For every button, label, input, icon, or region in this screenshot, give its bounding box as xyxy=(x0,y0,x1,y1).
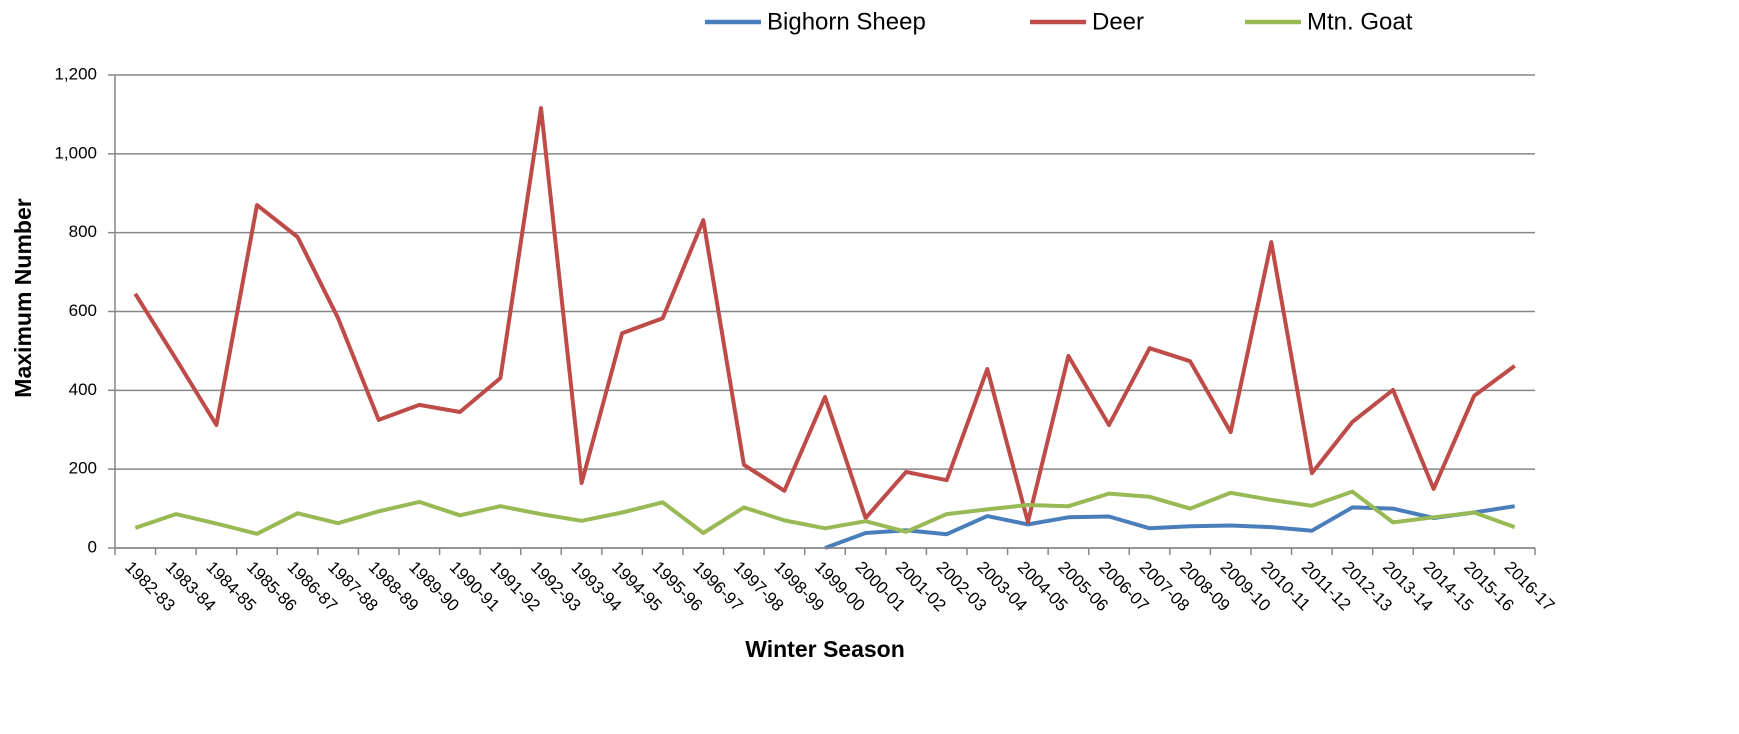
x-axis-title: Winter Season xyxy=(745,636,905,662)
y-tick-label: 1,000 xyxy=(54,143,97,162)
y-tick-label: 200 xyxy=(69,459,97,478)
series-line xyxy=(824,504,1516,550)
y-tick-label: 800 xyxy=(69,222,97,241)
y-tick-label: 0 xyxy=(88,537,97,556)
series-line xyxy=(134,489,1516,536)
legend-label: Mtn. Goat xyxy=(1307,8,1413,35)
y-axis-title: Maximum Number xyxy=(10,198,36,397)
y-tick-label: 1,200 xyxy=(54,64,97,83)
y-tick-label: 600 xyxy=(69,301,97,320)
legend-label: Deer xyxy=(1092,8,1144,35)
legend-label: Bighorn Sheep xyxy=(767,8,926,35)
series-line xyxy=(133,106,1516,524)
y-tick-label: 400 xyxy=(69,380,97,399)
